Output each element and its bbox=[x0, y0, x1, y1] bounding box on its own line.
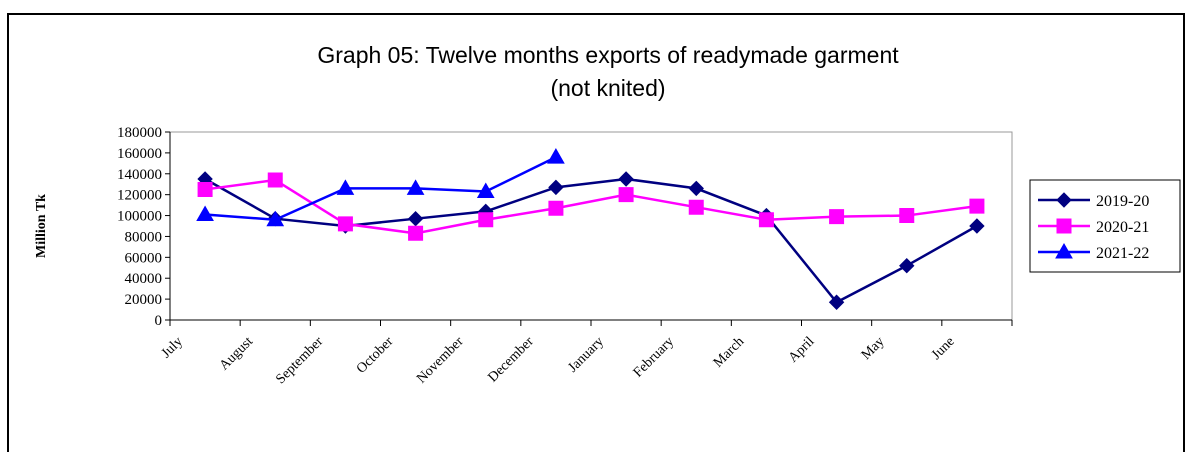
point bbox=[969, 198, 985, 214]
frame bbox=[7, 13, 1185, 452]
y-tick-label: 20000 bbox=[125, 292, 163, 308]
y-tick-label: 100000 bbox=[117, 209, 162, 225]
point bbox=[336, 179, 355, 195]
point bbox=[476, 182, 495, 199]
y-tick-label: 80000 bbox=[125, 229, 163, 245]
legend-label: 2020-21 bbox=[1096, 219, 1149, 236]
y-tick-label: 180000 bbox=[117, 125, 162, 141]
y-tick-label: 140000 bbox=[117, 167, 162, 183]
point bbox=[408, 225, 424, 241]
point bbox=[618, 171, 634, 187]
point bbox=[688, 199, 704, 215]
point bbox=[548, 179, 564, 196]
point bbox=[969, 218, 985, 234]
y-tick-label: 160000 bbox=[117, 146, 162, 162]
point bbox=[899, 208, 915, 224]
point bbox=[618, 187, 634, 203]
point bbox=[899, 257, 915, 274]
legend-marker bbox=[1056, 192, 1072, 208]
legend-label: 2021-22 bbox=[1096, 245, 1149, 262]
y-tick-label: 60000 bbox=[125, 250, 163, 266]
legend-marker bbox=[1055, 242, 1073, 259]
point bbox=[828, 294, 845, 310]
y-tick-label: 40000 bbox=[125, 271, 163, 287]
point bbox=[688, 180, 704, 197]
series-line bbox=[204, 177, 978, 304]
point bbox=[407, 210, 424, 227]
point bbox=[266, 210, 285, 227]
legend-label: 2019-20 bbox=[1096, 193, 1149, 210]
y-axis-label: Million Tk bbox=[34, 194, 49, 258]
legend-marker bbox=[1056, 218, 1072, 234]
point bbox=[829, 209, 845, 225]
chart-title: Graph 05: Twelve months exports of ready… bbox=[317, 42, 899, 68]
point bbox=[196, 205, 214, 222]
point bbox=[337, 216, 353, 232]
point bbox=[758, 212, 774, 228]
point bbox=[267, 172, 283, 188]
point bbox=[547, 148, 565, 164]
series-line bbox=[204, 155, 557, 222]
chart-title: (not knited) bbox=[550, 75, 665, 101]
point bbox=[548, 200, 564, 216]
point bbox=[478, 212, 494, 228]
y-tick-label: 120000 bbox=[117, 188, 162, 204]
series-line bbox=[204, 178, 978, 235]
point bbox=[197, 181, 213, 197]
point bbox=[406, 179, 425, 195]
y-tick-label: 0 bbox=[155, 313, 163, 329]
